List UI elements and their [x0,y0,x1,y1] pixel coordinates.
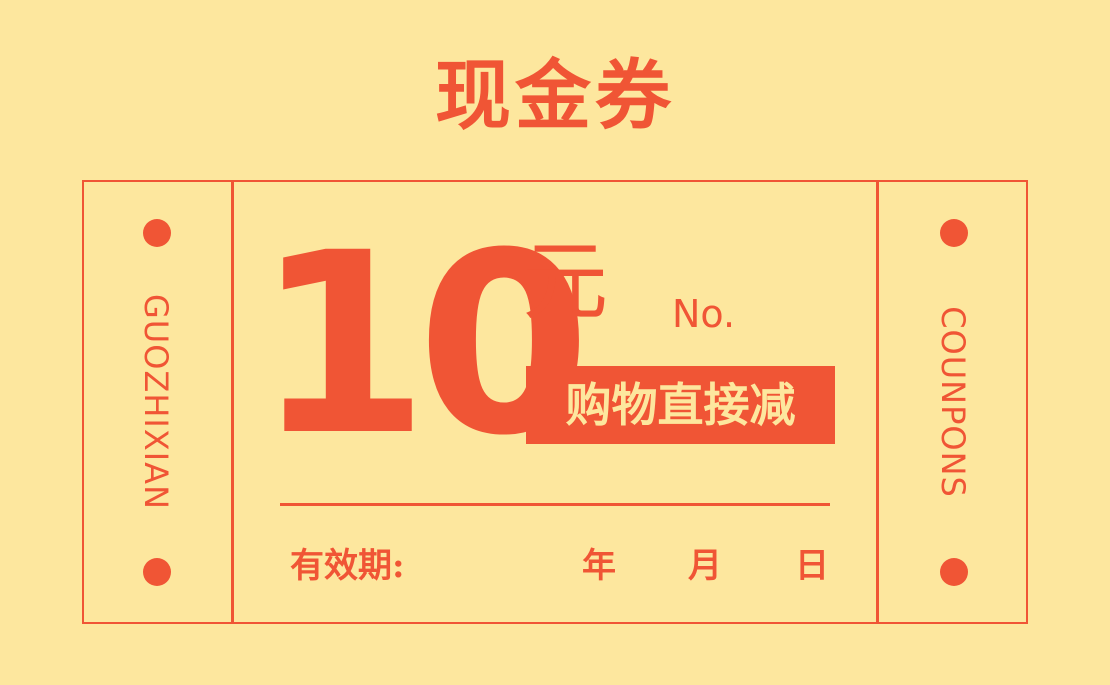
left-stub-text: GUOZHIXIAN [137,293,175,510]
right-stub-divider [876,180,879,624]
day-label: 日 [795,546,829,586]
left-stub-divider [231,180,234,624]
divider-line [280,503,830,506]
left-bottom-dot [143,558,171,586]
right-bottom-dot [940,558,968,586]
coupon-title: 现金券 [435,51,675,140]
validity-label: 有效期: [290,546,405,586]
year-label: 年 [582,546,616,586]
right-stub-text: COUNPONS [934,306,972,498]
discount-badge: 购物直接减 [526,366,835,444]
coupon-ticket [82,180,1028,624]
month-label: 月 [688,546,722,586]
serial-number-label: No. [672,292,736,336]
right-top-dot [940,219,968,247]
currency-label: 元 [522,232,608,332]
left-top-dot [143,219,171,247]
